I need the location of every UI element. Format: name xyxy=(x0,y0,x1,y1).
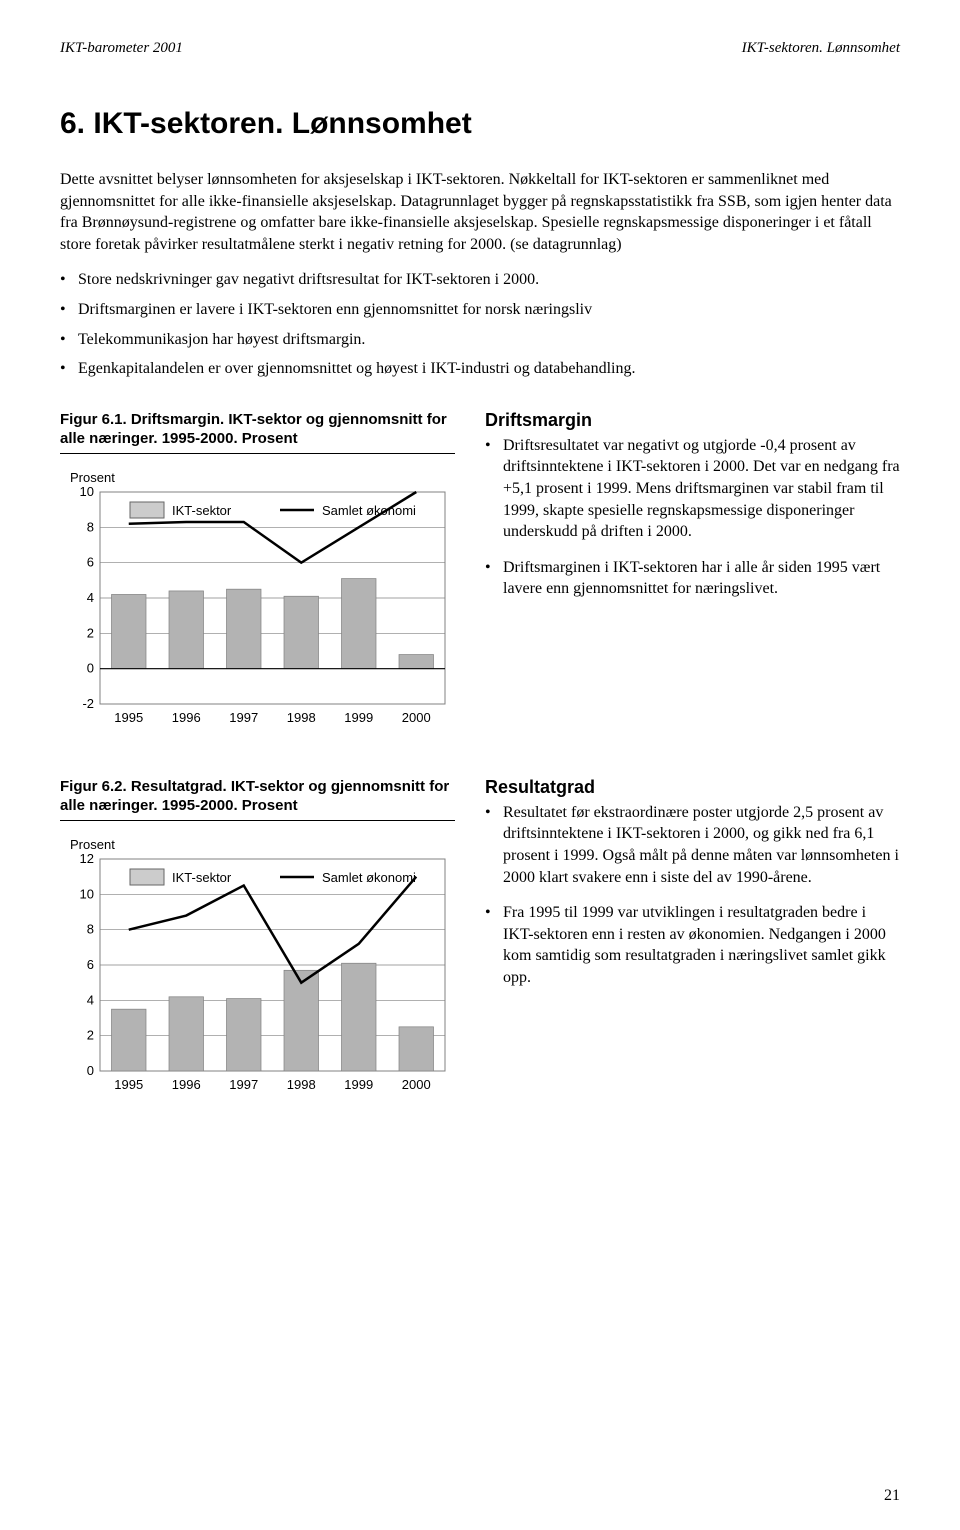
page-number: 21 xyxy=(884,1487,900,1505)
svg-text:1996: 1996 xyxy=(172,710,201,725)
top-bullet: Egenkapitalandelen er over gjennomsnitte… xyxy=(60,358,900,380)
svg-text:10: 10 xyxy=(80,484,94,499)
svg-text:IKT-sektor: IKT-sektor xyxy=(172,503,232,518)
svg-text:4: 4 xyxy=(87,992,94,1007)
intro-paragraph: Dette avsnittet belyser lønnsomheten for… xyxy=(60,169,900,255)
svg-text:1997: 1997 xyxy=(229,710,258,725)
svg-text:1997: 1997 xyxy=(229,1077,258,1092)
svg-text:Samlet økonomi: Samlet økonomi xyxy=(322,503,416,518)
svg-text:Prosent: Prosent xyxy=(70,470,115,485)
top-bullet: Store nedskrivninger gav negativt drifts… xyxy=(60,269,900,291)
svg-text:4: 4 xyxy=(87,590,94,605)
page-title: 6. IKT-sektoren. Lønnsomhet xyxy=(60,107,900,141)
svg-text:Samlet økonomi: Samlet økonomi xyxy=(322,870,416,885)
svg-text:1995: 1995 xyxy=(114,710,143,725)
section2-bullets: Resultatet før ekstraordinære poster utg… xyxy=(485,802,900,989)
svg-text:8: 8 xyxy=(87,519,94,534)
section-driftsmargin: Figur 6.1. Driftsmargin. IKT-sektor og g… xyxy=(60,410,900,739)
page-header: IKT-barometer 2001 IKT-sektoren. Lønnsom… xyxy=(60,40,900,57)
header-right: IKT-sektoren. Lønnsomhet xyxy=(742,40,900,57)
svg-text:1995: 1995 xyxy=(114,1077,143,1092)
section-resultatgrad: Figur 6.2. Resultatgrad. IKT-sektor og g… xyxy=(60,777,900,1106)
section2-bullet: Fra 1995 til 1999 var utviklingen i resu… xyxy=(485,902,900,988)
section1-bullet: Driftsmarginen i IKT-sektoren har i alle… xyxy=(485,557,900,600)
svg-text:8: 8 xyxy=(87,921,94,936)
chart1-driftsmargin: Prosent -2 0 2 4 6 8 10 1995 1996 1997 1998 1999 2000… xyxy=(60,464,455,739)
section2-bullet: Resultatet før ekstraordinære poster utg… xyxy=(485,802,900,888)
svg-text:2: 2 xyxy=(87,625,94,640)
chart1-title: Figur 6.1. Driftsmargin. IKT-sektor og g… xyxy=(60,410,455,449)
svg-text:0: 0 xyxy=(87,660,94,675)
svg-text:10: 10 xyxy=(80,886,94,901)
section1-text: Driftsmargin Driftsresultatet var negati… xyxy=(485,410,900,739)
svg-text:Prosent: Prosent xyxy=(70,837,115,852)
svg-text:2: 2 xyxy=(87,1027,94,1042)
svg-text:1999: 1999 xyxy=(344,710,373,725)
svg-text:1998: 1998 xyxy=(287,710,316,725)
svg-text:6: 6 xyxy=(87,554,94,569)
top-bullet: Telekommunikasjon har høyest driftsmargi… xyxy=(60,329,900,351)
chart2-title: Figur 6.2. Resultatgrad. IKT-sektor og g… xyxy=(60,777,455,816)
section1-bullet: Driftsresultatet var negativt og utgjord… xyxy=(485,435,900,543)
section1-bullets: Driftsresultatet var negativt og utgjord… xyxy=(485,435,900,600)
chart2-column: Figur 6.2. Resultatgrad. IKT-sektor og g… xyxy=(60,777,455,1106)
svg-text:6: 6 xyxy=(87,957,94,972)
chart1-rule xyxy=(60,453,455,454)
svg-text:IKT-sektor: IKT-sektor xyxy=(172,870,232,885)
top-bullet-list: Store nedskrivninger gav negativt drifts… xyxy=(60,269,900,379)
top-bullet: Driftsmarginen er lavere i IKT-sektoren … xyxy=(60,299,900,321)
svg-text:1999: 1999 xyxy=(344,1077,373,1092)
section2-heading: Resultatgrad xyxy=(485,777,900,798)
section2-text: Resultatgrad Resultatet før ekstraordinæ… xyxy=(485,777,900,1106)
svg-text:-2: -2 xyxy=(82,696,94,711)
svg-text:12: 12 xyxy=(80,851,94,866)
svg-text:0: 0 xyxy=(87,1063,94,1078)
section1-heading: Driftsmargin xyxy=(485,410,900,431)
svg-text:1996: 1996 xyxy=(172,1077,201,1092)
chart2-resultatgrad: Prosent 0 2 4 6 8 10 12 1995 1996 1997 1998 1999 2000… xyxy=(60,831,455,1106)
svg-text:2000: 2000 xyxy=(402,1077,431,1092)
svg-text:2000: 2000 xyxy=(402,710,431,725)
chart1-column: Figur 6.1. Driftsmargin. IKT-sektor og g… xyxy=(60,410,455,739)
chart2-rule xyxy=(60,820,455,821)
header-left: IKT-barometer 2001 xyxy=(60,40,183,57)
svg-text:1998: 1998 xyxy=(287,1077,316,1092)
